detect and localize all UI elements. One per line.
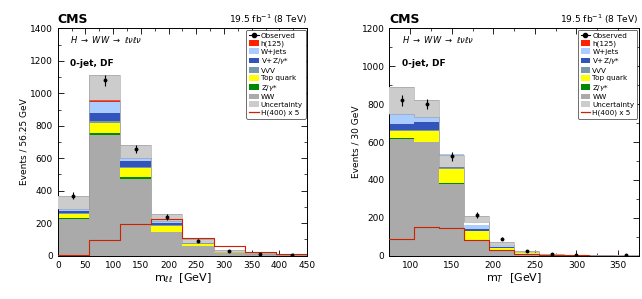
Bar (89, 133, 120, 135)
Bar (414, 130, 439, 131)
Bar (414, 142, 439, 256)
Bar (58, 219, 89, 256)
Bar (182, 243, 214, 244)
Bar (182, 242, 214, 243)
Bar (152, 223, 182, 225)
Bar (120, 177, 152, 179)
Bar (390, 112, 414, 124)
Bar (214, 251, 245, 252)
Bar (464, 229, 489, 231)
Text: 0-jet, DF: 0-jet, DF (70, 59, 114, 68)
Bar (539, 254, 564, 255)
Bar (58, 218, 89, 219)
Legend: Observed, h(125), W+jets, V+Z/$\gamma$*, VVV, Top quark, Z/$\gamma$*, WW, Uncert: Observed, h(125), W+jets, V+Z/$\gamma$*,… (247, 30, 306, 119)
Bar (539, 255, 564, 256)
Bar (182, 244, 214, 246)
Bar (245, 254, 276, 256)
Text: 0-jet, DF: 0-jet, DF (402, 59, 446, 68)
Text: H $\rightarrow$ WW $\rightarrow$ $\ell\nu\ell\nu$: H $\rightarrow$ WW $\rightarrow$ $\ell\n… (70, 34, 143, 45)
Y-axis label: Events / 30 GeV: Events / 30 GeV (351, 106, 360, 178)
Bar (120, 161, 152, 167)
Text: H $\rightarrow$ WW $\rightarrow$ $\ell\nu\ell\nu$: H $\rightarrow$ WW $\rightarrow$ $\ell\n… (402, 34, 474, 45)
Bar (439, 169, 464, 184)
Bar (489, 250, 514, 256)
Bar (464, 225, 489, 229)
Bar (89, 113, 120, 120)
Bar (514, 253, 539, 254)
Bar (152, 226, 182, 232)
Bar (120, 152, 152, 153)
Bar (89, 102, 120, 113)
Bar (414, 122, 439, 130)
Bar (489, 247, 514, 248)
Bar (390, 131, 414, 138)
Bar (439, 162, 464, 168)
Bar (120, 153, 152, 161)
Bar (514, 254, 539, 256)
Bar (58, 214, 89, 218)
Bar (489, 246, 514, 247)
X-axis label: m$_{\ell\ell}$  [GeV]: m$_{\ell\ell}$ [GeV] (153, 271, 211, 285)
Bar (182, 241, 214, 242)
Bar (464, 241, 489, 256)
Bar (439, 154, 464, 162)
Text: CMS: CMS (58, 13, 89, 26)
Bar (390, 111, 414, 112)
Bar (439, 184, 464, 256)
Bar (58, 211, 89, 213)
Text: 19.5 fb$^{-1}$ (8 TeV): 19.5 fb$^{-1}$ (8 TeV) (560, 13, 639, 26)
Bar (464, 240, 489, 241)
Bar (390, 124, 414, 130)
Bar (390, 139, 414, 256)
Bar (152, 225, 182, 226)
Bar (120, 167, 152, 177)
Bar (58, 205, 89, 211)
Bar (414, 109, 439, 110)
Bar (58, 213, 89, 214)
Bar (390, 130, 414, 131)
Bar (464, 231, 489, 240)
Bar (152, 218, 182, 219)
Text: CMS: CMS (390, 13, 420, 26)
Bar (58, 204, 89, 205)
Legend: Observed, h(125), W+jets, V+Z/$\gamma$*, VVV, Top quark, Z/$\gamma$*, WW, Uncert: Observed, h(125), W+jets, V+Z/$\gamma$*,… (578, 30, 638, 119)
Bar (152, 232, 182, 256)
Bar (214, 252, 245, 253)
Bar (414, 110, 439, 122)
X-axis label: m$_{T}$  [GeV]: m$_{T}$ [GeV] (486, 271, 542, 285)
Bar (152, 219, 182, 223)
Y-axis label: Events / 56.25 GeV: Events / 56.25 GeV (19, 99, 28, 185)
Bar (120, 179, 152, 256)
Bar (414, 131, 439, 142)
Bar (182, 246, 214, 256)
Bar (390, 138, 414, 139)
Text: 19.5 fb$^{-1}$ (8 TeV): 19.5 fb$^{-1}$ (8 TeV) (229, 13, 307, 26)
Bar (439, 168, 464, 169)
Bar (564, 255, 589, 256)
Bar (489, 248, 514, 250)
Bar (276, 255, 307, 256)
Bar (214, 253, 245, 256)
Bar (89, 135, 120, 256)
Bar (89, 120, 120, 123)
Bar (89, 100, 120, 102)
Bar (89, 123, 120, 133)
